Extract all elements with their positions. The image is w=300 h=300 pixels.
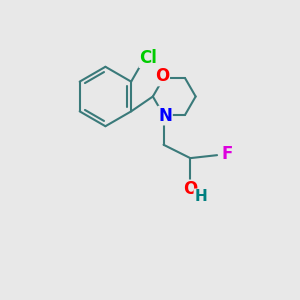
Text: O: O [183,180,197,198]
Text: H: H [194,189,207,204]
Text: Cl: Cl [139,49,157,67]
Text: F: F [222,145,233,163]
Text: O: O [155,68,169,85]
Text: N: N [158,106,172,124]
